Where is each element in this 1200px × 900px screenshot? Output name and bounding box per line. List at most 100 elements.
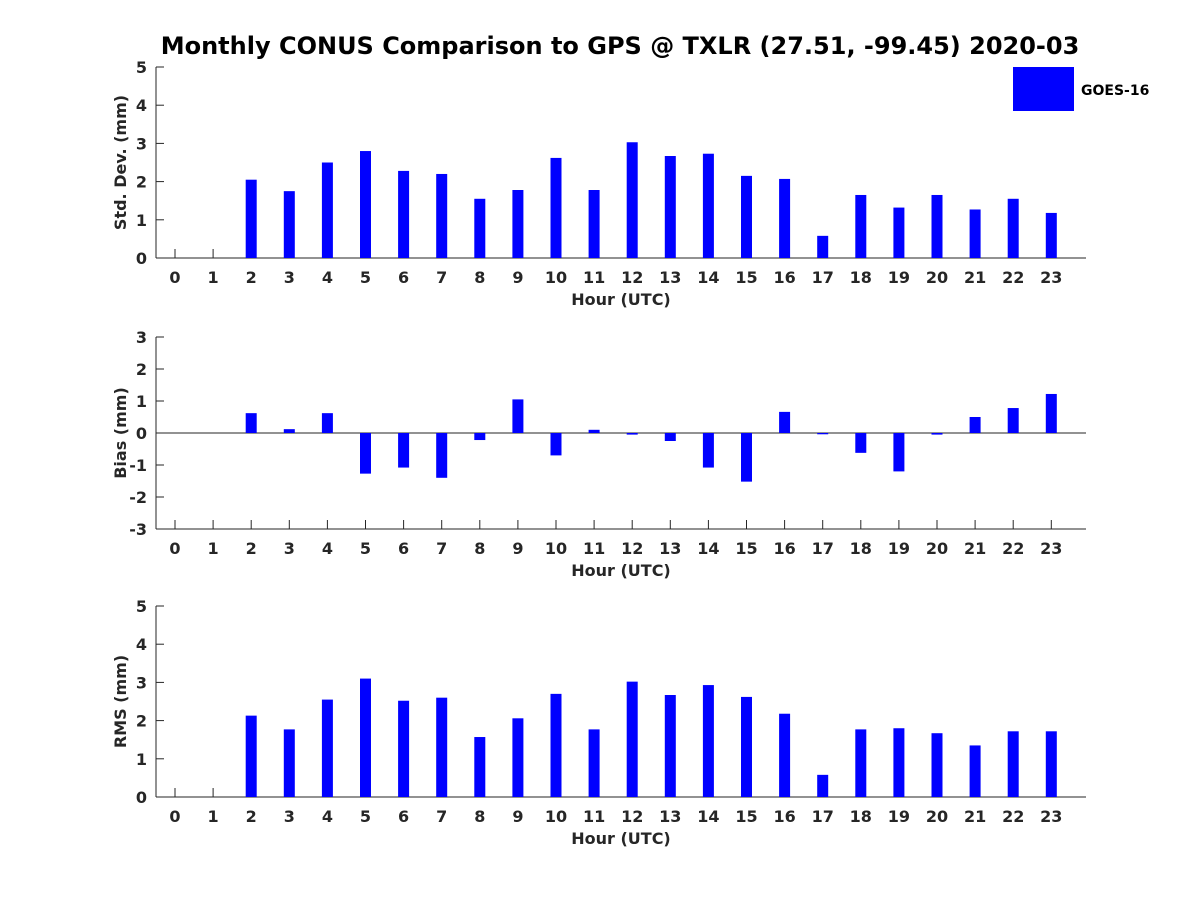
bar-rms-hour-13 <box>664 695 676 797</box>
y-tick-label: 2 <box>136 173 147 192</box>
x-tick-label: 5 <box>360 268 371 287</box>
legend: GOES-16 <box>1013 67 1149 111</box>
bar-std-hour-17 <box>817 235 829 258</box>
legend-label: GOES-16 <box>1081 83 1149 99</box>
bar-bias-hour-14 <box>702 433 714 468</box>
bar-std-hour-12 <box>626 142 638 258</box>
x-tick-label: 17 <box>812 268 834 287</box>
x-axis-label: Hour (UTC) <box>571 561 671 580</box>
x-tick-label: 23 <box>1040 539 1062 558</box>
x-tick-label: 11 <box>583 807 605 826</box>
x-tick-label: 20 <box>926 807 948 826</box>
bar-bias-hour-3 <box>283 429 295 433</box>
x-tick-label: 22 <box>1002 268 1024 287</box>
bar-bias-hour-11 <box>588 429 600 433</box>
y-tick-label: 4 <box>136 635 147 654</box>
bar-bias-hour-18 <box>855 433 867 453</box>
y-axis-label: Bias (mm) <box>111 387 130 479</box>
bar-bias-hour-4 <box>321 413 333 433</box>
x-tick-label: 12 <box>621 268 643 287</box>
x-axis-label: Hour (UTC) <box>571 290 671 309</box>
y-tick-label: 1 <box>136 392 147 411</box>
x-tick-label: 13 <box>659 268 681 287</box>
x-tick-label: 11 <box>583 268 605 287</box>
x-tick-label: 14 <box>697 539 719 558</box>
x-tick-label: 16 <box>773 268 795 287</box>
x-tick-label: 2 <box>246 268 257 287</box>
bar-rms-hour-5 <box>360 678 371 797</box>
x-tick-label: 6 <box>398 268 409 287</box>
y-tick-label: 3 <box>136 134 147 153</box>
bar-std-hour-6 <box>398 170 410 258</box>
x-tick-label: 12 <box>621 807 643 826</box>
x-tick-label: 18 <box>850 268 872 287</box>
y-tick-label: 5 <box>136 597 147 616</box>
bar-bias-hour-16 <box>779 411 791 433</box>
bar-bias-hour-13 <box>664 433 676 441</box>
bar-rms-hour-22 <box>1007 731 1019 797</box>
bar-std-hour-20 <box>931 194 943 258</box>
x-tick-label: 7 <box>436 268 447 287</box>
x-tick-label: 0 <box>169 807 180 826</box>
x-tick-label: 21 <box>964 807 986 826</box>
bar-std-hour-23 <box>1045 212 1057 258</box>
x-tick-label: 1 <box>208 539 219 558</box>
y-tick-label: 3 <box>136 328 147 347</box>
bar-std-hour-14 <box>702 153 714 258</box>
bar-bias-hour-9 <box>512 399 524 433</box>
x-tick-label: 6 <box>398 539 409 558</box>
x-tick-label: 1 <box>208 268 219 287</box>
bar-std-hour-8 <box>474 198 486 258</box>
bar-rms-hour-14 <box>702 685 714 797</box>
bar-std-hour-19 <box>893 207 905 258</box>
x-tick-label: 3 <box>284 807 295 826</box>
bar-bias-hour-19 <box>893 433 905 472</box>
bar-rms-hour-2 <box>245 715 257 797</box>
x-tick-label: 13 <box>659 807 681 826</box>
bar-rms-hour-23 <box>1045 731 1057 797</box>
y-tick-label: -2 <box>129 488 147 507</box>
x-tick-label: 9 <box>512 268 523 287</box>
x-tick-label: 13 <box>659 539 681 558</box>
bar-rms-hour-19 <box>893 728 905 797</box>
x-tick-label: 8 <box>474 268 485 287</box>
x-tick-label: 1 <box>208 807 219 826</box>
x-tick-label: 4 <box>322 539 333 558</box>
bar-rms-hour-6 <box>398 700 410 797</box>
x-tick-label: 18 <box>850 539 872 558</box>
bar-bias-hour-8 <box>474 433 486 441</box>
x-tick-label: 18 <box>850 807 872 826</box>
x-axis-label: Hour (UTC) <box>571 829 671 848</box>
x-tick-label: 11 <box>583 539 605 558</box>
bar-rms-hour-9 <box>512 718 524 797</box>
y-axis-label: Std. Dev. (mm) <box>111 95 130 230</box>
x-tick-label: 23 <box>1040 807 1062 826</box>
x-tick-label: 23 <box>1040 268 1062 287</box>
x-tick-label: 20 <box>926 268 948 287</box>
x-tick-label: 6 <box>398 807 409 826</box>
x-tick-label: 19 <box>888 539 910 558</box>
bar-bias-hour-20 <box>931 433 943 435</box>
bar-bias-hour-17 <box>817 433 829 435</box>
x-tick-label: 2 <box>246 807 257 826</box>
x-tick-label: 14 <box>697 807 719 826</box>
y-tick-label: 4 <box>136 96 147 115</box>
x-tick-label: 10 <box>545 268 567 287</box>
y-tick-label: 0 <box>136 788 147 807</box>
x-tick-label: 0 <box>169 539 180 558</box>
legend-swatch <box>1013 67 1074 111</box>
bar-std-hour-16 <box>779 178 791 258</box>
bar-rms-hour-15 <box>741 696 752 797</box>
bar-bias-hour-6 <box>398 433 410 468</box>
y-tick-label: 5 <box>136 58 147 77</box>
x-tick-label: 20 <box>926 539 948 558</box>
bar-rms-hour-8 <box>474 737 486 797</box>
x-tick-label: 22 <box>1002 539 1024 558</box>
bar-rms-hour-18 <box>855 729 867 797</box>
x-tick-label: 16 <box>773 807 795 826</box>
bar-rms-hour-21 <box>969 745 981 797</box>
bar-std-hour-7 <box>436 173 448 258</box>
bar-std-hour-22 <box>1007 198 1019 258</box>
